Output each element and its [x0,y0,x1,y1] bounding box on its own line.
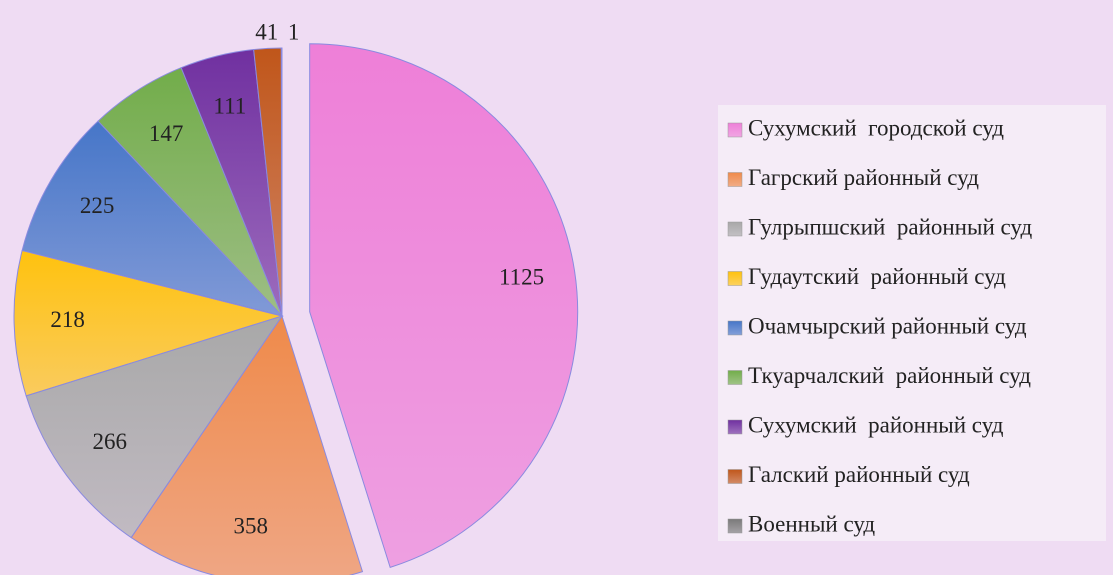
pie-slice [130,314,364,575]
legend-label: Гудаутский районный суд [748,264,1006,289]
data-label: 111 [213,93,246,118]
legend-swatch [727,518,743,534]
data-label: 358 [234,513,269,538]
legend-label: Сухумский городской суд [748,115,1004,140]
pie-slice [280,47,283,317]
legend-label: Очамчырский районный суд [748,313,1027,338]
legend-swatch [727,271,743,286]
data-label: 147 [149,121,184,146]
data-label: 41 [255,20,278,45]
pie-slice [309,43,579,568]
data-label: 266 [93,429,128,454]
legend-label: Сухумский районный суд [748,412,1004,437]
legend-swatch [727,419,743,435]
legend-label: Гагрский районный суд [748,165,979,190]
legend-label: Военный суд [748,511,875,536]
legend-swatch [727,221,743,237]
legend-swatch [727,370,743,385]
data-label: 1 [288,19,300,44]
data-label: 218 [50,307,85,332]
legend-label: Ткуарчалский районный суд [748,363,1031,388]
legend-swatch [727,122,743,138]
legend-label: Галский районный суд [748,462,970,487]
pie-slice [25,315,284,539]
pie-slice [21,120,284,317]
legend-swatch [727,320,743,336]
data-label: 225 [80,193,115,218]
legend-box [718,105,1106,541]
legend-swatch [727,172,743,187]
legend-swatch [727,469,743,484]
legend-label: Гулрыпшский районный суд [748,214,1032,239]
data-label: 1125 [499,264,544,289]
pie-slice [13,249,284,397]
